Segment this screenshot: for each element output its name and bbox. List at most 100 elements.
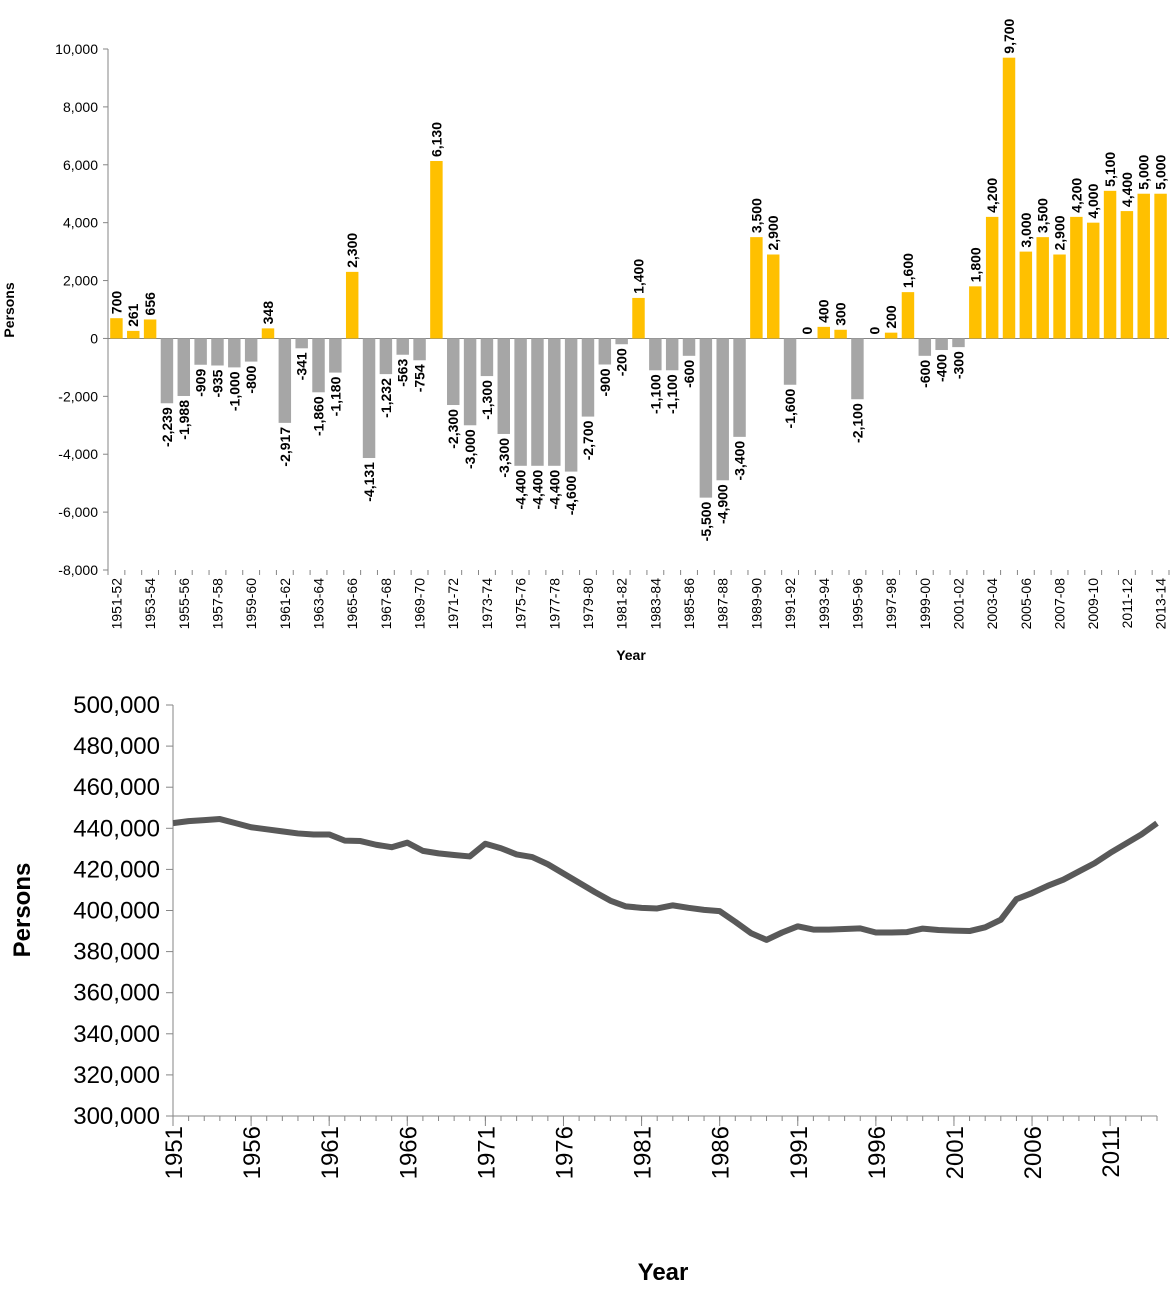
bar xyxy=(969,286,982,339)
data-label: 3,000 xyxy=(1018,212,1034,247)
data-label: 3,500 xyxy=(1035,198,1051,233)
y-tick-label: -8,000 xyxy=(58,562,98,578)
bar xyxy=(952,338,965,348)
data-label: -1,000 xyxy=(226,371,242,411)
x-tick-label: 1981 xyxy=(630,1126,657,1179)
data-label: 4,200 xyxy=(984,178,1000,213)
data-label: 348 xyxy=(260,301,276,325)
y-tick-label: 340,000 xyxy=(73,1021,160,1048)
x-tick-label: 1975-76 xyxy=(513,578,529,630)
data-label: 4,400 xyxy=(1119,172,1135,207)
data-label: 3,500 xyxy=(748,198,764,233)
data-label: -341 xyxy=(294,352,310,380)
bar xyxy=(1053,254,1066,339)
data-label: 5,000 xyxy=(1153,154,1169,189)
bar xyxy=(699,338,713,498)
bar xyxy=(194,338,207,365)
data-label: -1,232 xyxy=(378,378,394,418)
bar xyxy=(1120,211,1134,339)
data-label: 400 xyxy=(816,299,832,323)
bar xyxy=(211,338,224,366)
bar xyxy=(345,271,359,339)
data-label: 1,400 xyxy=(631,259,647,294)
data-label: -2,917 xyxy=(277,427,293,467)
population-chart: 300,000 320,000 340,000 360,000 380,000 400,0… xyxy=(9,692,1159,1286)
bar xyxy=(766,254,780,339)
x-tick-label: 2007-08 xyxy=(1052,578,1068,630)
x-tick-label: 1996 xyxy=(864,1126,891,1179)
bar xyxy=(244,338,258,362)
x-tick-label: 1971 xyxy=(473,1126,500,1179)
data-label: -4,400 xyxy=(529,470,545,510)
x-tick-label: 2001-02 xyxy=(950,578,966,630)
x-tick-label: 2003-04 xyxy=(984,578,1000,630)
bar xyxy=(884,332,898,339)
data-label: 1,800 xyxy=(967,247,983,282)
bar xyxy=(1036,237,1049,339)
x-tick-label: 2011 xyxy=(1098,1126,1125,1178)
bar xyxy=(329,338,342,373)
bar xyxy=(1019,251,1033,339)
bar xyxy=(1154,193,1167,339)
data-label: -2,239 xyxy=(159,407,175,447)
data-label: -935 xyxy=(209,369,225,397)
data-label: 2,900 xyxy=(1052,215,1068,250)
x-tick-label: 1953-54 xyxy=(142,578,158,630)
data-label: -909 xyxy=(193,369,209,397)
y-tick-label: 300,000 xyxy=(73,1103,160,1130)
data-label: 5,100 xyxy=(1102,152,1118,187)
data-label: 1,600 xyxy=(900,253,916,288)
x-axis-title: Year xyxy=(616,647,646,663)
bar xyxy=(295,338,308,349)
x-tick-label: 1967-68 xyxy=(378,578,394,630)
bar xyxy=(497,338,511,434)
y-tick-label: 0 xyxy=(90,330,98,346)
bar xyxy=(463,338,477,426)
x-tick-label: 1963-64 xyxy=(311,578,327,630)
data-label: 6,130 xyxy=(428,122,444,157)
bar xyxy=(1103,190,1117,339)
data-label: -200 xyxy=(614,348,630,376)
population-line xyxy=(172,816,1159,943)
data-label: -600 xyxy=(681,360,697,388)
x-tick-label: 1973-74 xyxy=(479,578,495,630)
y-tick-label: 8,000 xyxy=(63,99,98,115)
x-tick-label: 2005-06 xyxy=(1018,578,1034,630)
data-label: -3,400 xyxy=(732,441,748,481)
x-tick-label: 1976 xyxy=(551,1126,578,1179)
y-tick-label: 500,000 xyxy=(73,692,160,719)
data-label: 300 xyxy=(833,302,849,326)
data-label: -1,860 xyxy=(311,396,327,436)
data-label: -400 xyxy=(934,354,950,382)
y-tick-label: 400,000 xyxy=(73,898,160,925)
bar xyxy=(447,338,460,406)
bar xyxy=(665,338,679,371)
data-label: 0 xyxy=(866,326,882,334)
x-axis-title: Year xyxy=(638,1259,689,1286)
bar xyxy=(278,338,292,423)
bar xyxy=(564,338,578,472)
y-tick-label: 420,000 xyxy=(73,856,160,883)
data-label: -1,600 xyxy=(782,389,798,429)
bar xyxy=(851,338,864,400)
bar xyxy=(396,338,409,355)
y-tick-label: -2,000 xyxy=(58,388,98,404)
x-tick-label: 1966 xyxy=(395,1126,422,1179)
x-tick-label: 1985-86 xyxy=(681,578,697,630)
data-label: -4,900 xyxy=(715,484,731,524)
bar xyxy=(901,292,915,339)
y-axis-title: Persons xyxy=(9,863,36,958)
bar xyxy=(143,319,157,339)
x-tick-label: 2013-14 xyxy=(1153,578,1169,630)
data-label: 200 xyxy=(883,305,899,329)
x-tick-label: 1993-94 xyxy=(816,578,832,630)
bar xyxy=(581,338,595,417)
bar xyxy=(160,338,174,404)
bar xyxy=(649,338,662,371)
bar xyxy=(362,338,376,459)
x-tick-label: 2011-12 xyxy=(1119,578,1135,629)
x-tick-label: 1959-60 xyxy=(243,578,259,630)
data-label: -2,700 xyxy=(580,420,596,460)
bar xyxy=(632,297,645,339)
